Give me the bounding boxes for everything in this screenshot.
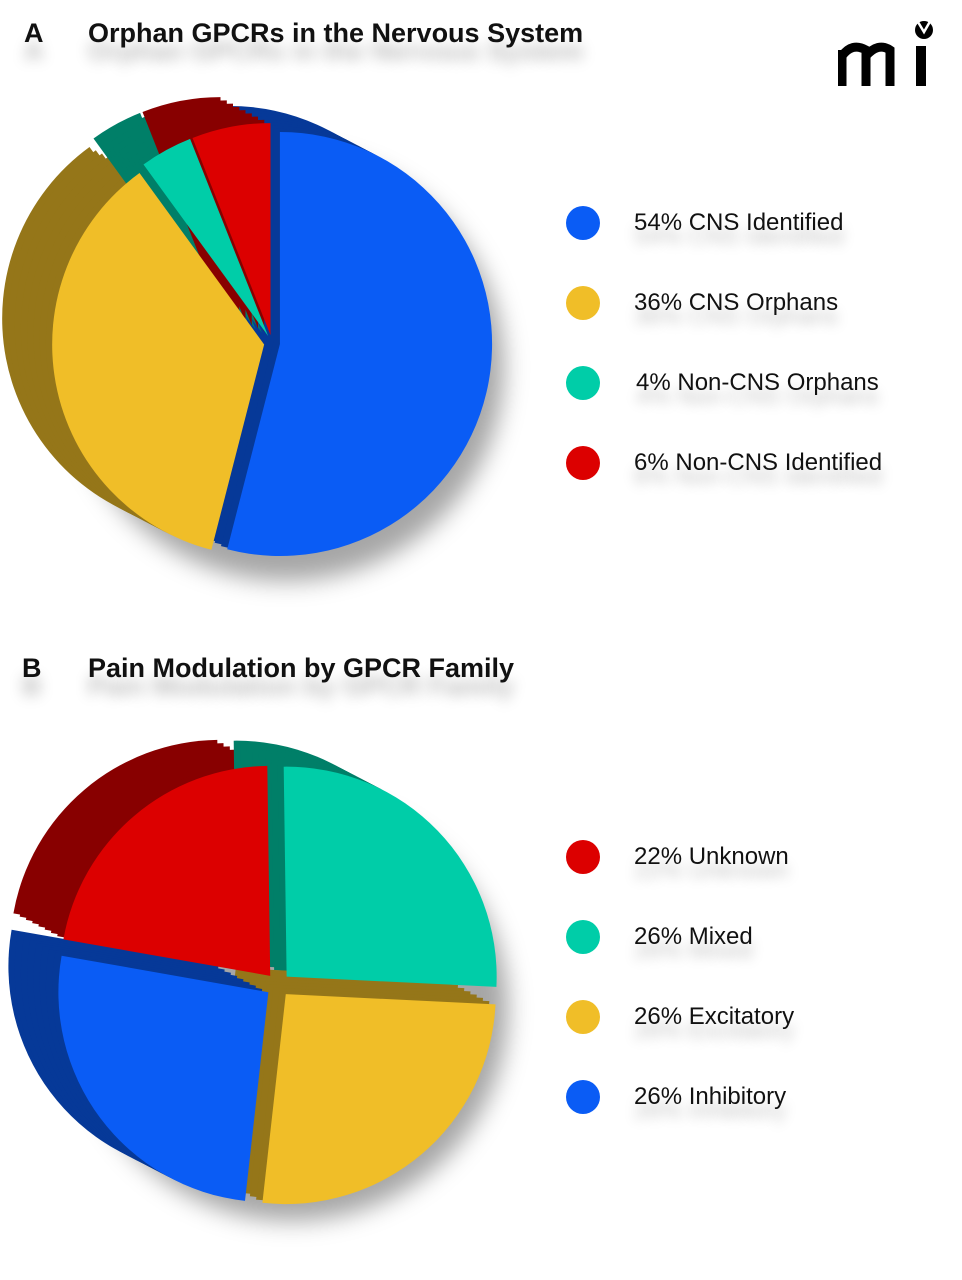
legend-label: 26% Inhibitory (634, 1083, 787, 1110)
legend-item: 22% Unknown (566, 837, 789, 877)
panel-b-title: Pain Modulation by GPCR Family (88, 653, 515, 683)
legend-swatch (566, 286, 600, 320)
mi-logo (838, 18, 934, 86)
pie-slice (283, 766, 497, 987)
legend-item: 26% Excitatory (566, 997, 794, 1037)
legend-item: 4% Non-CNS Orphans (566, 363, 879, 403)
legend-swatch (566, 1080, 600, 1114)
legend-item: 26% Mixed (566, 917, 753, 957)
legend-label: 26% Mixed (634, 923, 753, 950)
legend-swatch (566, 920, 600, 954)
legend-swatch (566, 1000, 600, 1034)
legend-swatch (566, 446, 600, 480)
legend-label: 26% Excitatory (634, 1003, 795, 1030)
pie-slice (143, 138, 269, 336)
pie-slice (262, 994, 496, 1205)
legend-label: 4% Non-CNS Orphans (636, 369, 879, 396)
panel-a-title: Orphan GPCRs in the Nervous System (88, 18, 584, 48)
pie-slice (52, 173, 265, 550)
legend-item: 26% Inhibitory (566, 1077, 786, 1117)
legend-label: 6% Non-CNS Identified (634, 449, 883, 476)
legend-swatch (566, 206, 600, 240)
pie-slice (227, 131, 493, 556)
legend-label: 36% CNS Orphans (634, 289, 839, 316)
pie-slice (63, 765, 271, 976)
pie-chart-b (8, 739, 508, 1221)
legend-swatch (566, 840, 600, 874)
legend-label: 22% Unknown (634, 843, 789, 870)
legend-item: 36% CNS Orphans (566, 283, 838, 323)
pie-chart-a (2, 97, 504, 581)
legend-item: 54% CNS Identified (566, 203, 843, 243)
pie-slice (58, 955, 269, 1201)
panel-a-letter: A (24, 18, 44, 48)
panel-b-letter: B (22, 653, 42, 683)
legend-item: 6% Non-CNS Identified (566, 443, 882, 483)
pie-slice (192, 123, 271, 336)
legend-swatch (566, 366, 600, 400)
legend-label: 54% CNS Identified (634, 209, 844, 236)
